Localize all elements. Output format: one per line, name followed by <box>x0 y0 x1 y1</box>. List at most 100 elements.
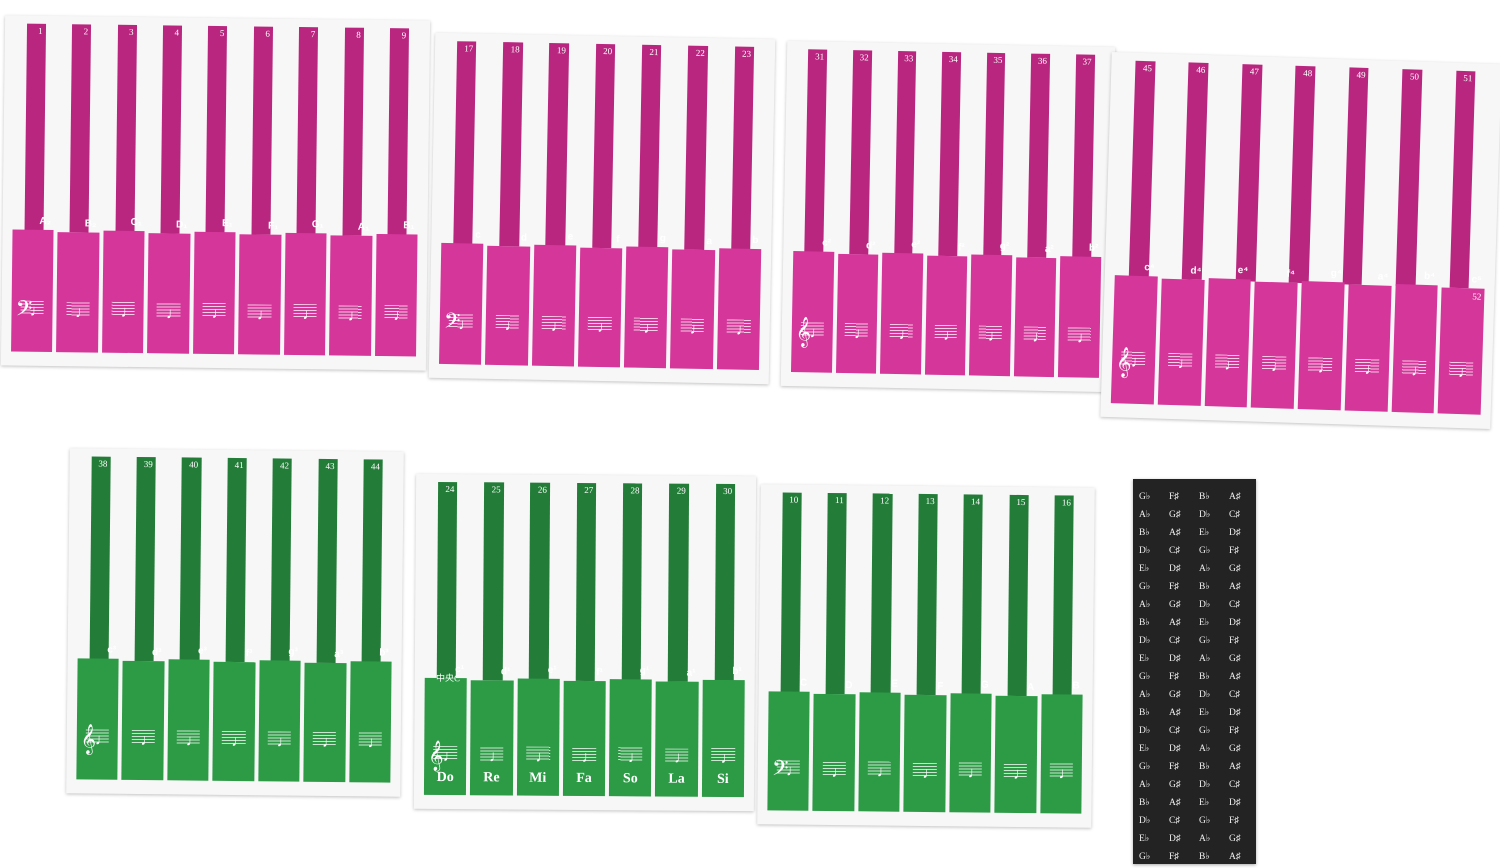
note-name-label: B₂ <box>84 217 97 230</box>
note-name-cell: D♯ <box>1169 834 1181 844</box>
quarter-note-icon: ♩ <box>1032 328 1049 347</box>
white-key-block: d² ♩ <box>835 241 879 374</box>
black-key-strip: 2 <box>69 24 92 232</box>
note-name-label: G₁ <box>311 218 324 230</box>
magenta-sheet-3: 31 32 33 34 35 36 37 c² ♩ 𝄞 d² ♩ e² ♩ f² ♩ g² ♩ a² ♩ b² ♩ <box>780 40 1116 393</box>
bass-clef-icon: 𝄢 <box>15 296 33 326</box>
note-name-cell: F♯ <box>1169 492 1180 502</box>
key-number: 19 <box>556 45 567 56</box>
note-name-cell: A♭ <box>1199 654 1211 664</box>
note-name-cell: C♯ <box>1169 726 1181 736</box>
note-name-cell: B♭ <box>1139 798 1150 808</box>
note-name-cell: A♯ <box>1169 798 1181 808</box>
white-key-block: f³ ♩ <box>212 649 256 782</box>
black-key-strip: 5 <box>205 25 228 234</box>
key-number: 42 <box>280 460 290 471</box>
black-key-strip: 43 <box>316 458 338 664</box>
white-key-block: a¹ ♩ La <box>655 668 699 797</box>
quarter-note-icon: ♩ <box>596 319 614 337</box>
quarter-note-icon: ♩ <box>322 734 339 752</box>
note-name-cell: D♭ <box>1139 816 1151 826</box>
note-name-label: E₁ <box>221 217 233 229</box>
solfege-label: So <box>622 771 638 787</box>
note-name-label: e³ <box>197 646 208 658</box>
note-name-label: b² <box>1088 243 1099 255</box>
note-name-cell: E♭ <box>1139 654 1150 664</box>
note-name-label: d⁴ <box>1190 265 1202 277</box>
quarter-note-icon: ♩ <box>489 748 506 766</box>
note-name-cell: G♯ <box>1169 690 1181 700</box>
note-name-label: e¹ <box>547 665 557 677</box>
white-key-block: f⁴ ♩ <box>1250 268 1298 409</box>
white-key-block: d³ ♩ <box>121 648 165 781</box>
key-number: 27 <box>584 484 594 496</box>
solfege-label: Si <box>716 771 729 788</box>
white-key-block: a³ ♩ <box>303 649 347 783</box>
key-number: 13 <box>925 495 935 507</box>
black-key-strip: 6 <box>251 26 273 235</box>
note-name-label: C₁ <box>130 216 143 228</box>
white-key-block: E ♩ <box>858 679 901 812</box>
quarter-note-icon: ♩ <box>1224 356 1241 374</box>
quarter-note-icon: ♩ <box>643 319 660 337</box>
key-number: 2 <box>83 26 89 37</box>
note-name-label: E <box>891 679 899 691</box>
note-name-strip: G♭ A♭ B♭ D♭ E♭ G♭ A♭ B♭ D♭ E♭ G♭ A♭ B♭ D♭ E♭ G♭ A♭ B♭ D♭ E♭… <box>1133 479 1256 864</box>
note-name-label: f¹ <box>596 667 603 679</box>
note-name-label: F <box>937 681 944 693</box>
quarter-note-icon: ♩ <box>75 303 92 322</box>
note-name-label: G <box>980 679 989 692</box>
quarter-note-icon: ♩ <box>1130 353 1148 371</box>
note-name-label: e² <box>911 239 921 251</box>
quarter-note-icon: ♩ <box>943 327 960 345</box>
note-name-label: D₁ <box>175 219 188 231</box>
key-number: 17 <box>464 43 474 54</box>
quarter-note-icon: ♩ <box>256 306 274 324</box>
note-name-label: A <box>1026 682 1035 694</box>
black-key-strip: 18 <box>499 42 523 247</box>
key-number: 34 <box>948 53 958 65</box>
black-key-strip: 41 <box>225 457 247 663</box>
note-name-cell: A♯ <box>1169 528 1181 538</box>
white-key-block: d¹ ♩ Re <box>470 667 514 796</box>
note-name-cell: B♭ <box>1199 582 1210 592</box>
black-key-strip: 33 <box>893 51 917 256</box>
note-name-cell: B♭ <box>1199 672 1210 682</box>
black-key-strip: 32 <box>849 50 872 255</box>
quarter-note-icon: ♩ <box>1076 329 1094 347</box>
quarter-note-icon: ♩ <box>627 748 644 767</box>
note-name-cell: F♯ <box>1229 546 1240 556</box>
key-number: 49 <box>1356 69 1366 80</box>
white-key-block: G ♩ <box>949 680 992 813</box>
key-number: 11 <box>835 495 844 506</box>
note-name-cell: D♯ <box>1169 564 1181 574</box>
note-name-cell: A♭ <box>1139 600 1151 610</box>
note-name-label: F₁ <box>267 220 279 232</box>
key-number: 4 <box>174 27 180 38</box>
quarter-note-icon: ♩ <box>231 733 248 751</box>
key-number: 41 <box>234 459 244 471</box>
bass-clef-icon: 𝄢 <box>771 756 789 786</box>
note-name-cell: E♭ <box>1199 708 1210 718</box>
key-number: 21 <box>649 46 659 58</box>
note-name-label: c⁵ <box>1471 274 1483 286</box>
key-number: 43 <box>325 460 335 472</box>
note-name-label: f <box>616 234 620 246</box>
key-number: 35 <box>993 54 1003 66</box>
black-key-strip: 49 <box>1342 67 1369 285</box>
key-number: 8 <box>356 29 361 40</box>
quarter-note-icon: ♩ <box>185 732 202 750</box>
note-name-label: e⁴ <box>1237 264 1249 276</box>
white-key-block: g³ ♩ <box>258 647 301 782</box>
note-name-cell: B♭ <box>1139 618 1150 628</box>
key-number: 31 <box>815 51 825 62</box>
key-number: 52 <box>1472 291 1482 302</box>
key-number: 5 <box>219 28 225 39</box>
black-key-strip: 47 <box>1235 64 1263 282</box>
note-name-label: c <box>475 230 481 242</box>
note-name-cell: G♭ <box>1199 816 1211 826</box>
note-name-cell: D♯ <box>1229 618 1241 628</box>
white-key-block: C₁ ♩ <box>101 216 145 354</box>
quarter-note-icon: ♩ <box>898 325 915 344</box>
note-name-cell: G♭ <box>1199 546 1211 556</box>
